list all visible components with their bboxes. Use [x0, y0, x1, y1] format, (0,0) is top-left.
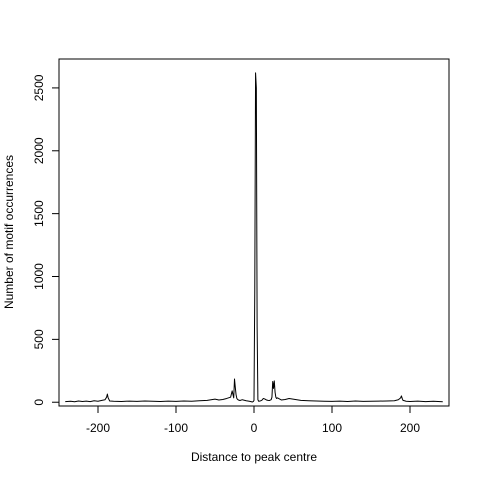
- y-tick-label: 0: [32, 399, 46, 406]
- y-tick-label: 500: [32, 329, 46, 349]
- y-tick-label: 2500: [32, 74, 46, 101]
- y-tick-label: 1500: [32, 200, 46, 227]
- x-tick-label: 0: [251, 421, 258, 435]
- x-tick-label: -100: [164, 421, 188, 435]
- x-axis: -200 -100 0 100 200: [86, 406, 420, 435]
- x-tick-label: 100: [322, 421, 342, 435]
- y-axis-label: Number of motif occurrences: [2, 155, 16, 309]
- x-tick-label: 200: [400, 421, 420, 435]
- y-axis: 0 500 1000 1500 2000 2500: [32, 74, 59, 406]
- y-tick-label: 1000: [32, 263, 46, 290]
- x-tick-label: -200: [86, 421, 110, 435]
- series-line: [65, 72, 443, 403]
- x-axis-label: Distance to peak centre: [191, 450, 317, 464]
- y-tick-label: 2000: [32, 137, 46, 164]
